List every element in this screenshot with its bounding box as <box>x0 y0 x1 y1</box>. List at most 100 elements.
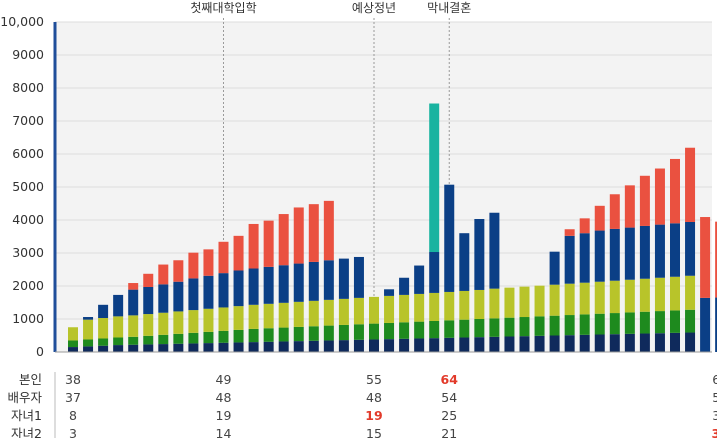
bar-35-series-1 <box>594 313 605 335</box>
bar-3-series-1 <box>113 337 124 346</box>
bar-stack-25 <box>444 184 455 352</box>
bar-6-series-4 <box>158 264 169 285</box>
bar-stack-17 <box>323 200 334 352</box>
bar-18-series-2 <box>338 298 349 325</box>
bar-stack-35 <box>594 205 605 352</box>
bar-33-series-3 <box>564 235 575 284</box>
bar-16-series-4 <box>308 204 319 262</box>
event-markers: 첫째대학입학 예상정년 막내결혼 <box>190 1 471 352</box>
bar-6-series-0 <box>158 344 169 352</box>
bar-11-series-1 <box>233 329 244 343</box>
bar-10-series-1 <box>218 330 229 343</box>
bar-41-series-2 <box>685 275 696 310</box>
age-value-0-3: 64 <box>441 372 459 387</box>
age-value-1-4: 59 <box>712 390 717 405</box>
bar-13-series-0 <box>263 341 274 352</box>
y-tick-label-9: 9000 <box>12 47 44 62</box>
bar-23-series-1 <box>414 321 425 339</box>
bar-34-series-3 <box>579 233 590 283</box>
bar-42-series-3 <box>700 297 711 352</box>
bar-16-series-2 <box>308 300 319 327</box>
age-value-3-4: 30 <box>711 426 717 438</box>
bar-4-series-4 <box>128 283 139 290</box>
bar-11-series-2 <box>233 306 244 330</box>
bar-19-series-3 <box>353 256 364 298</box>
bar-35-series-0 <box>594 334 605 352</box>
bar-7-series-4 <box>173 260 184 282</box>
bar-stack-13 <box>263 220 274 352</box>
bars <box>68 103 717 352</box>
bar-27-series-3 <box>474 219 485 290</box>
bar-17-series-4 <box>323 200 334 261</box>
bar-34-series-2 <box>579 282 590 315</box>
age-value-1-1: 48 <box>216 390 232 405</box>
bar-26-series-2 <box>459 290 470 320</box>
age-row-label-2: 자녀1 <box>11 408 42 423</box>
bar-4-series-3 <box>128 289 139 316</box>
bar-40-series-4 <box>670 158 680 224</box>
bar-27-series-1 <box>474 319 485 338</box>
bar-stack-29 <box>504 287 515 352</box>
bar-34-series-0 <box>579 334 590 352</box>
bar-stack-6 <box>158 264 169 352</box>
bar-31-series-2 <box>534 285 545 317</box>
bar-25-series-3 <box>444 184 455 292</box>
age-value-0-0: 38 <box>65 372 81 387</box>
age-row-label-1: 배우자 <box>7 390 42 405</box>
bar-7-series-0 <box>173 343 184 352</box>
bar-36-series-3 <box>609 228 620 281</box>
bar-stack-30 <box>519 286 530 352</box>
marker-label-2: 막내결혼 <box>427 1 471 15</box>
bar-9-series-4 <box>203 249 214 276</box>
bar-stack-12 <box>248 223 259 352</box>
bar-17-series-2 <box>323 299 334 326</box>
bar-22-series-1 <box>399 322 410 339</box>
y-tick-label-3: 3000 <box>12 245 44 260</box>
bar-36-series-0 <box>609 334 620 352</box>
bar-15-series-3 <box>293 263 304 302</box>
bar-6-series-1 <box>158 334 169 345</box>
bar-14-series-3 <box>278 265 289 303</box>
bar-5-series-4 <box>143 273 154 287</box>
bar-stack-9 <box>203 249 214 352</box>
bar-37-series-4 <box>624 185 635 228</box>
bar-40-series-2 <box>670 276 680 311</box>
bar-stack-0 <box>68 327 78 352</box>
bar-stack-42 <box>700 217 711 352</box>
y-tick-label-7: 7000 <box>12 113 44 128</box>
bar-10-series-4 <box>218 241 229 274</box>
age-value-3-1: 14 <box>216 426 232 438</box>
bar-8-series-1 <box>188 332 199 344</box>
age-value-2-2: 19 <box>365 408 382 423</box>
bar-28-series-1 <box>489 318 500 337</box>
bar-11-series-4 <box>233 235 244 271</box>
y-tick-label-6: 6000 <box>12 146 44 161</box>
bar-2-series-1 <box>98 338 109 346</box>
bar-25-series-0 <box>444 337 455 352</box>
bar-40-series-3 <box>670 223 680 277</box>
bar-4-series-1 <box>128 336 139 345</box>
bar-16-series-0 <box>308 340 319 352</box>
bar-37-series-2 <box>624 279 635 313</box>
bar-34-series-4 <box>579 218 590 234</box>
bar-stack-20 <box>369 296 379 352</box>
age-row-label-0: 본인 <box>19 372 42 387</box>
bar-9-series-3 <box>203 275 214 309</box>
y-tick-label-5: 5000 <box>12 179 44 194</box>
bar-24-series-0 <box>429 338 440 352</box>
bar-0-series-0 <box>68 347 78 352</box>
bar-21-series-3 <box>384 289 395 296</box>
bar-stack-34 <box>579 218 590 352</box>
bar-stack-32 <box>549 251 560 352</box>
bar-31-series-0 <box>534 335 545 352</box>
bar-17-series-3 <box>323 260 334 300</box>
bar-13-series-2 <box>263 303 274 329</box>
bar-14-series-2 <box>278 302 289 328</box>
bar-20-series-1 <box>369 323 379 340</box>
age-table: 본인 38 49 55 64 60 배우자 37 48 48 54 59 자녀1 8 19 19 25 34 자녀2… <box>7 372 717 441</box>
bar-12-series-2 <box>248 304 259 329</box>
bar-38-series-1 <box>639 311 650 334</box>
age-value-1-0: 37 <box>65 390 81 405</box>
bar-33-series-0 <box>564 335 575 352</box>
bar-stack-40 <box>670 158 680 352</box>
